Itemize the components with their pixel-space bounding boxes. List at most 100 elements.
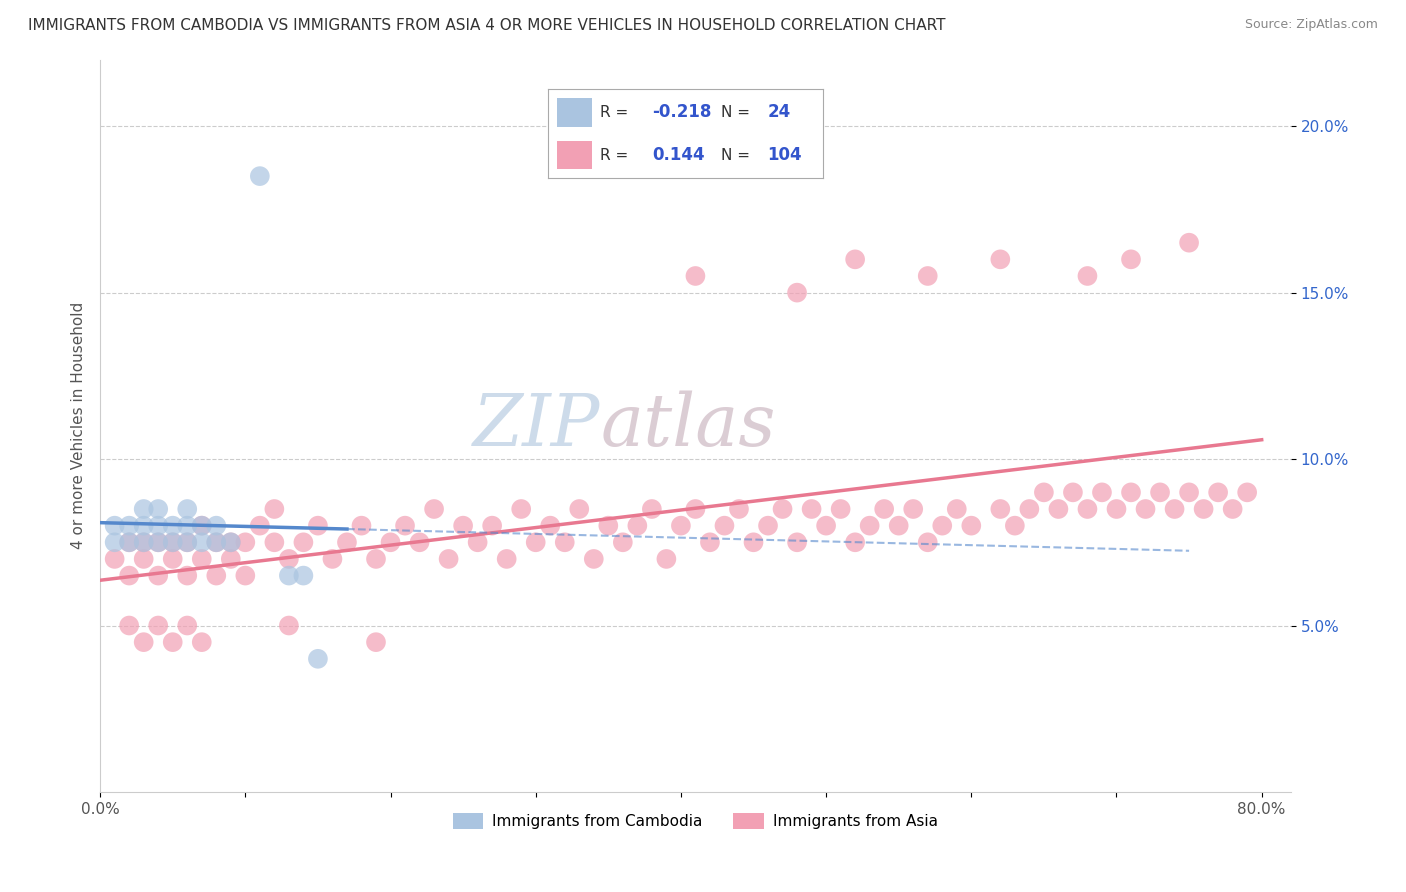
Point (1018, 502, 1040, 516)
Point (844, 535, 866, 549)
Point (132, 502, 155, 516)
Point (1222, 502, 1244, 516)
Point (1163, 502, 1185, 516)
Point (350, 518, 373, 533)
Point (1076, 502, 1098, 516)
Point (685, 268, 707, 283)
Point (380, 535, 402, 549)
Point (1178, 485, 1201, 500)
Point (277, 552, 299, 566)
Point (118, 535, 141, 549)
Point (1119, 485, 1142, 500)
Point (249, 518, 271, 533)
Point (800, 502, 823, 516)
Point (786, 535, 808, 549)
Point (219, 535, 242, 549)
Point (931, 518, 953, 533)
Legend: Immigrants from Cambodia, Immigrants from Asia: Immigrants from Cambodia, Immigrants fro… (447, 807, 945, 836)
Point (1047, 502, 1070, 516)
Point (1236, 485, 1258, 500)
Text: N =: N = (721, 148, 755, 162)
Point (655, 552, 678, 566)
Point (728, 502, 751, 516)
Point (233, 535, 256, 549)
Point (148, 535, 170, 549)
FancyBboxPatch shape (557, 141, 592, 169)
Point (148, 535, 170, 549)
Point (292, 535, 315, 549)
Point (277, 568, 299, 582)
Point (118, 568, 141, 582)
Point (451, 518, 474, 533)
Text: Source: ZipAtlas.com: Source: ZipAtlas.com (1244, 18, 1378, 31)
FancyBboxPatch shape (557, 98, 592, 127)
Point (321, 552, 343, 566)
Text: R =: R = (600, 105, 634, 120)
Point (685, 502, 707, 516)
Point (481, 518, 503, 533)
Point (917, 535, 939, 549)
Point (176, 535, 198, 549)
Point (277, 618, 299, 632)
Text: 104: 104 (768, 146, 803, 164)
Point (1105, 502, 1128, 516)
Point (408, 535, 430, 549)
Point (205, 535, 228, 549)
Point (191, 635, 214, 649)
Point (132, 635, 155, 649)
Point (292, 568, 315, 582)
Point (626, 518, 648, 533)
Point (554, 535, 576, 549)
Point (162, 518, 184, 533)
Point (524, 535, 547, 549)
Point (118, 618, 141, 632)
Point (756, 518, 779, 533)
Point (104, 552, 127, 566)
Point (844, 252, 866, 267)
Point (815, 518, 838, 533)
Point (538, 518, 561, 533)
Point (1192, 502, 1215, 516)
Point (118, 518, 141, 533)
Point (104, 518, 127, 533)
Point (988, 502, 1011, 516)
Point (699, 535, 721, 549)
Point (307, 518, 329, 533)
Point (148, 568, 170, 582)
Y-axis label: 4 or more Vehicles in Household: 4 or more Vehicles in Household (72, 302, 86, 549)
Point (219, 535, 242, 549)
Point (1119, 252, 1142, 267)
Point (1032, 485, 1054, 500)
Point (104, 535, 127, 549)
Point (669, 518, 692, 533)
Text: 0.144: 0.144 (652, 146, 706, 164)
Point (859, 518, 882, 533)
Point (1178, 235, 1201, 250)
Point (1004, 518, 1026, 533)
Point (191, 518, 214, 533)
Point (176, 618, 198, 632)
Point (394, 518, 416, 533)
Point (903, 502, 925, 516)
Point (742, 535, 765, 549)
Point (249, 169, 271, 183)
Point (873, 502, 896, 516)
Point (162, 552, 184, 566)
Text: 24: 24 (768, 103, 792, 121)
Point (132, 535, 155, 549)
Point (191, 535, 214, 549)
Point (786, 285, 808, 300)
Point (132, 535, 155, 549)
Point (191, 518, 214, 533)
Point (641, 502, 664, 516)
Point (945, 502, 967, 516)
Text: IMMIGRANTS FROM CAMBODIA VS IMMIGRANTS FROM ASIA 4 OR MORE VEHICLES IN HOUSEHOLD: IMMIGRANTS FROM CAMBODIA VS IMMIGRANTS F… (28, 18, 946, 33)
Point (132, 552, 155, 566)
Text: atlas: atlas (600, 391, 776, 461)
Point (582, 552, 605, 566)
Point (772, 502, 794, 516)
Point (364, 552, 387, 566)
Point (176, 502, 198, 516)
Point (176, 535, 198, 549)
Point (598, 518, 620, 533)
